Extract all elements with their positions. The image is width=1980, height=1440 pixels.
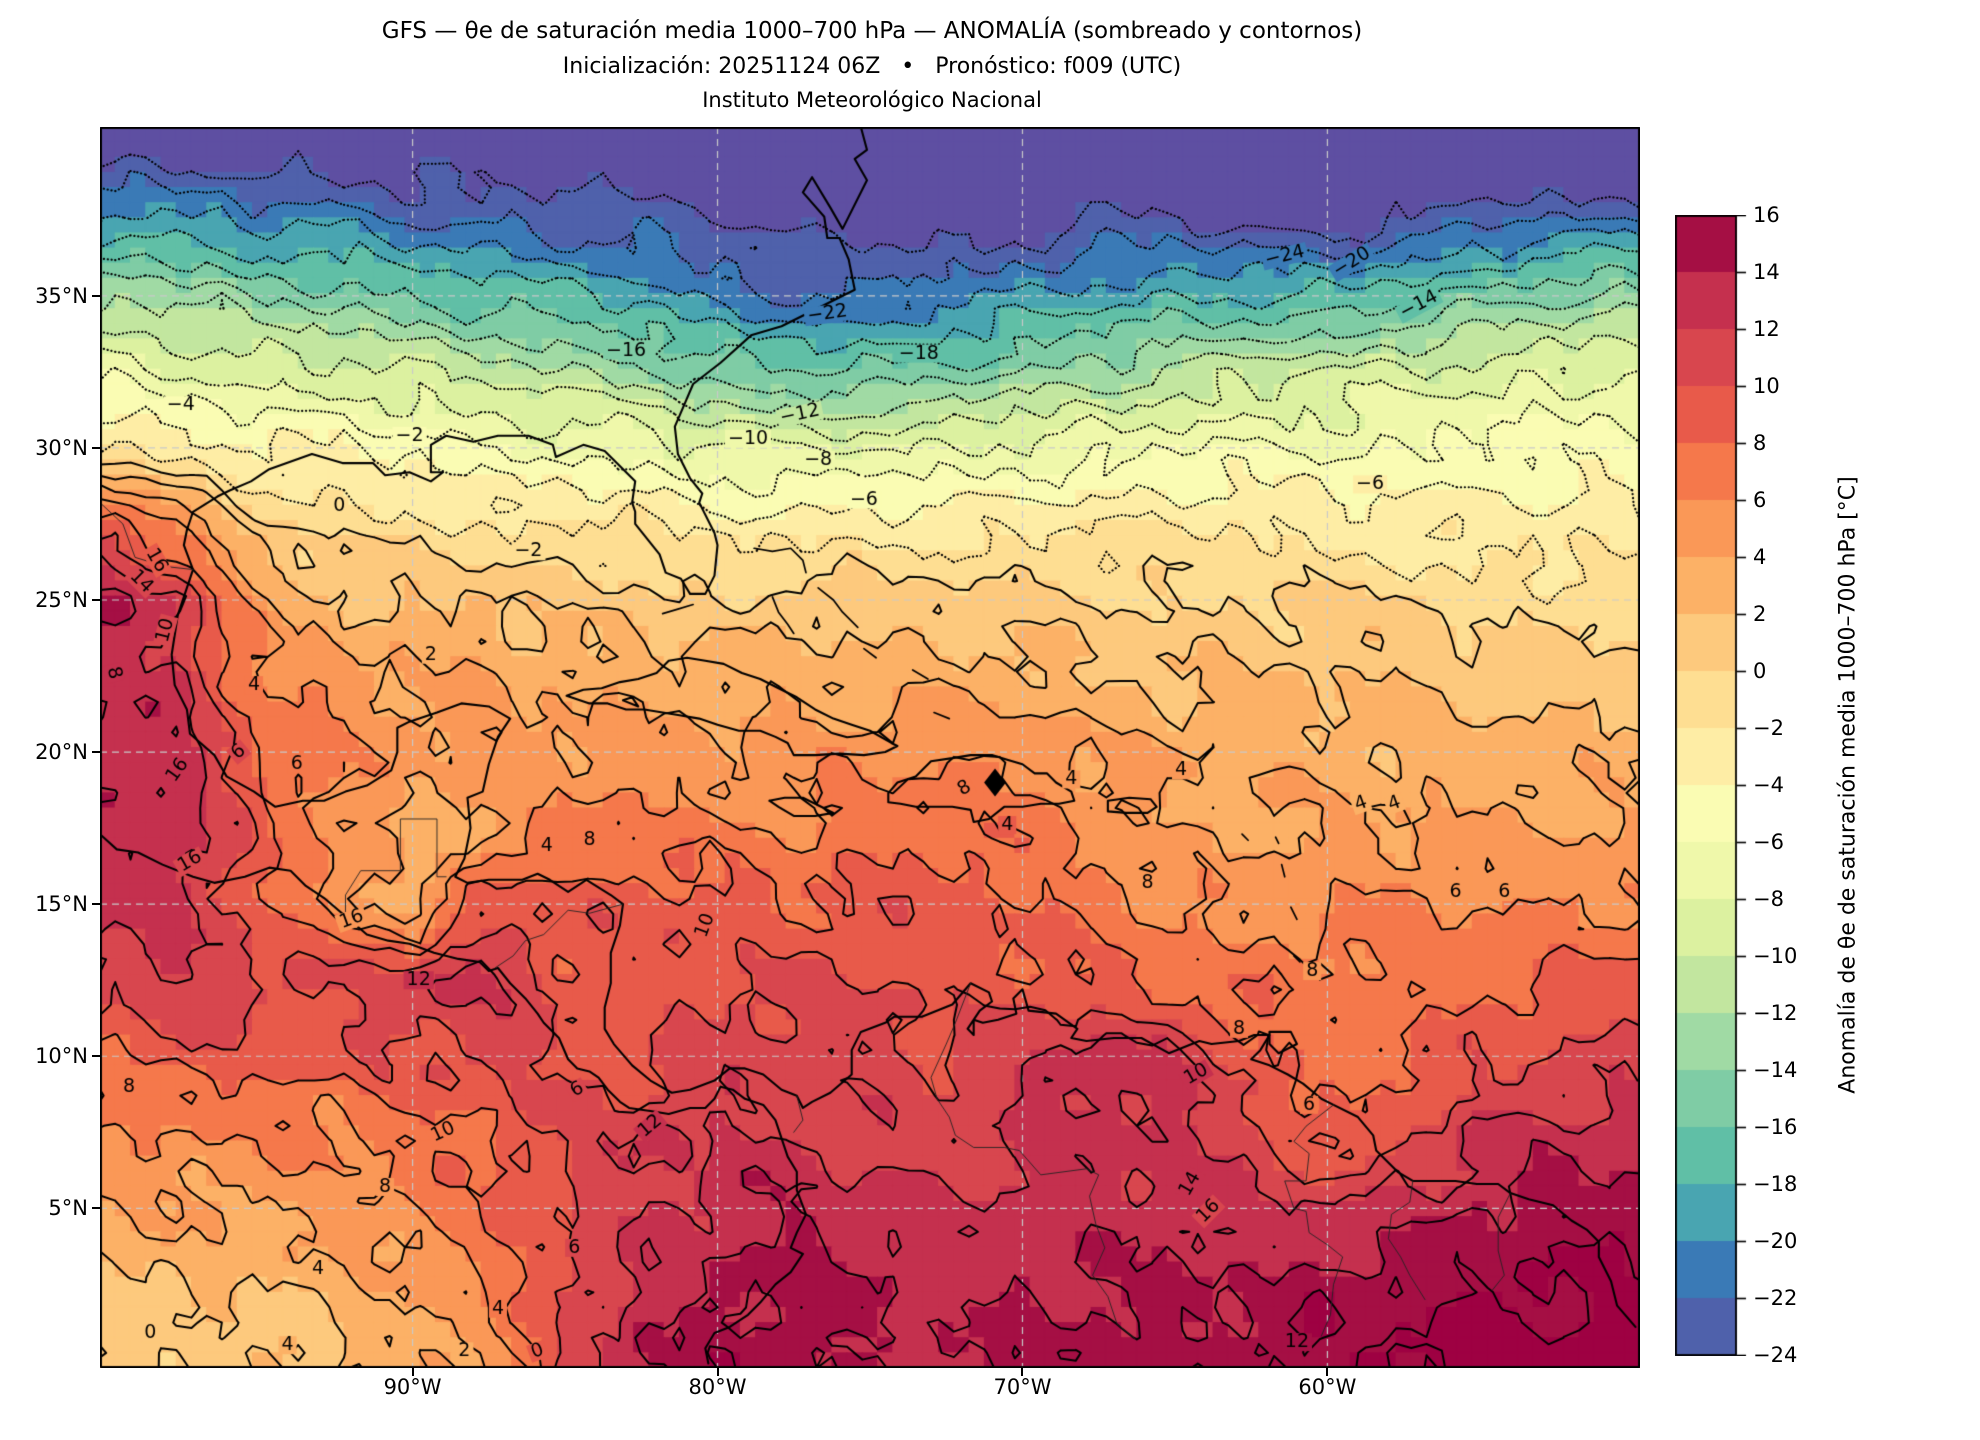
- y-axis-tickmark: [92, 751, 100, 754]
- y-axis-tickmark: [92, 1207, 100, 1210]
- chart-title: GFS — θe de saturación media 1000–700 hP…: [381, 18, 1363, 44]
- y-axis-tick-label: 10°N: [35, 1044, 88, 1069]
- chart-subtitle-institution: Instituto Meteorológico Nacional: [702, 88, 1042, 112]
- y-axis-tick-label: 35°N: [35, 283, 88, 308]
- colorbar-tick-label: −14: [1753, 1058, 1798, 1082]
- colorbar-tick-label: 10: [1753, 374, 1780, 398]
- y-axis-tickmark: [92, 1055, 100, 1058]
- y-axis-tickmark: [92, 903, 100, 906]
- colorbar-tick-label: 2: [1753, 602, 1767, 626]
- colorbar-tick-label: 6: [1753, 488, 1767, 512]
- y-axis-tickmark: [92, 294, 100, 297]
- x-axis-tickmark: [1326, 1368, 1329, 1376]
- colorbar-tick-label: −16: [1753, 1115, 1798, 1139]
- colorbar-tick-label: −24: [1753, 1343, 1798, 1367]
- chart-subtitle-init-forecast: Inicialización: 20251124 06Z • Pronóstic…: [562, 54, 1182, 79]
- colorbar-canvas: [1675, 215, 1753, 1356]
- colorbar-tick-label: 14: [1753, 260, 1780, 284]
- y-axis-tick-label: 25°N: [35, 587, 88, 612]
- y-axis-tickmark: [92, 446, 100, 449]
- colorbar-tick-label: −22: [1753, 1286, 1798, 1310]
- colorbar-tick-label: −2: [1753, 716, 1784, 740]
- y-axis-tick-label: 30°N: [35, 435, 88, 460]
- colorbar-label: Anomalía de θe de saturación media 1000–…: [1835, 476, 1861, 1094]
- colorbar-tick-label: 16: [1753, 203, 1780, 227]
- colorbar-tick-label: 8: [1753, 431, 1767, 455]
- y-axis-tick-label: 5°N: [48, 1196, 88, 1221]
- map-canvas: [100, 127, 1640, 1368]
- colorbar-tick-label: −10: [1753, 944, 1798, 968]
- colorbar-tick-label: −18: [1753, 1172, 1798, 1196]
- colorbar-tick-label: −4: [1753, 773, 1784, 797]
- colorbar-tick-label: −6: [1753, 830, 1784, 854]
- x-axis-tick-label: 70°W: [993, 1375, 1052, 1399]
- y-axis-tick-label: 15°N: [35, 892, 88, 917]
- colorbar-tick-label: 0: [1753, 659, 1767, 683]
- colorbar-tick-label: −8: [1753, 887, 1784, 911]
- colorbar-tick-label: −12: [1753, 1001, 1798, 1025]
- y-axis-tick-label: 20°N: [35, 740, 88, 765]
- colorbar-tick-label: −20: [1753, 1229, 1798, 1253]
- x-axis-tickmark: [1021, 1368, 1024, 1376]
- x-axis-tickmark: [411, 1368, 414, 1376]
- x-axis-tick-label: 80°W: [688, 1375, 747, 1399]
- x-axis-tickmark: [716, 1368, 719, 1376]
- x-axis-tick-label: 90°W: [383, 1375, 442, 1399]
- colorbar-tick-label: 12: [1753, 317, 1780, 341]
- y-axis-tickmark: [92, 598, 100, 601]
- colorbar-tick-label: 4: [1753, 545, 1767, 569]
- x-axis-tick-label: 60°W: [1298, 1375, 1357, 1399]
